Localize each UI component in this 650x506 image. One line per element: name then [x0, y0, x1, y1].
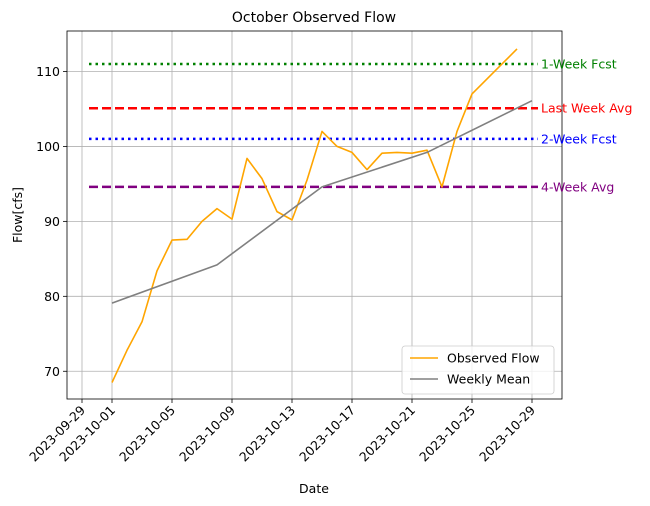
legend-entry-label: Observed Flow [447, 351, 540, 366]
reference-labels: 1-Week Fcst Last Week Avg 2-Week Fcst 4-Wee… [541, 56, 632, 194]
series-line-observed-flow [111, 48, 518, 383]
x-tick-label: 2023-10-13 [236, 403, 298, 465]
x-tick-label: 2023-10-21 [356, 403, 418, 465]
legend-entry-label: Weekly Mean [447, 372, 530, 387]
x-tick-label: 2023-10-05 [116, 403, 178, 465]
x-axis-label: Date [299, 481, 329, 496]
reference-label: Last Week Avg [541, 101, 632, 116]
y-tick-label: 100 [36, 139, 60, 154]
x-axis-ticks: 2023-09-292023-10-012023-10-052023-10-09… [26, 399, 538, 464]
x-tick-label: 2023-10-09 [176, 402, 238, 464]
x-tick-label: 2023-10-17 [296, 403, 358, 465]
reference-label: 2-Week Fcst [541, 131, 617, 146]
y-axis-ticks: 70 80 90 100 110 [36, 64, 67, 379]
y-tick-label: 90 [44, 214, 60, 229]
legend-frame [401, 345, 555, 395]
chart-title: October Observed Flow [232, 10, 396, 26]
reference-label: 4-Week Avg [541, 179, 614, 194]
y-axis-label: Flow[cfs] [10, 187, 25, 243]
y-tick-label: 110 [36, 64, 60, 79]
reference-lines [89, 62, 538, 189]
grid [67, 31, 562, 399]
x-tick-label: 2023-10-29 [476, 402, 538, 464]
series-line-weekly-mean [111, 99, 533, 304]
reference-label: 1-Week Fcst [541, 56, 617, 71]
legend: Observed Flow Weekly Mean [401, 345, 555, 395]
y-tick-label: 80 [44, 289, 60, 304]
y-tick-label: 70 [44, 364, 60, 379]
plot-frame [66, 30, 563, 400]
series-lines [111, 48, 533, 383]
x-tick-label: 2023-10-25 [416, 403, 478, 465]
